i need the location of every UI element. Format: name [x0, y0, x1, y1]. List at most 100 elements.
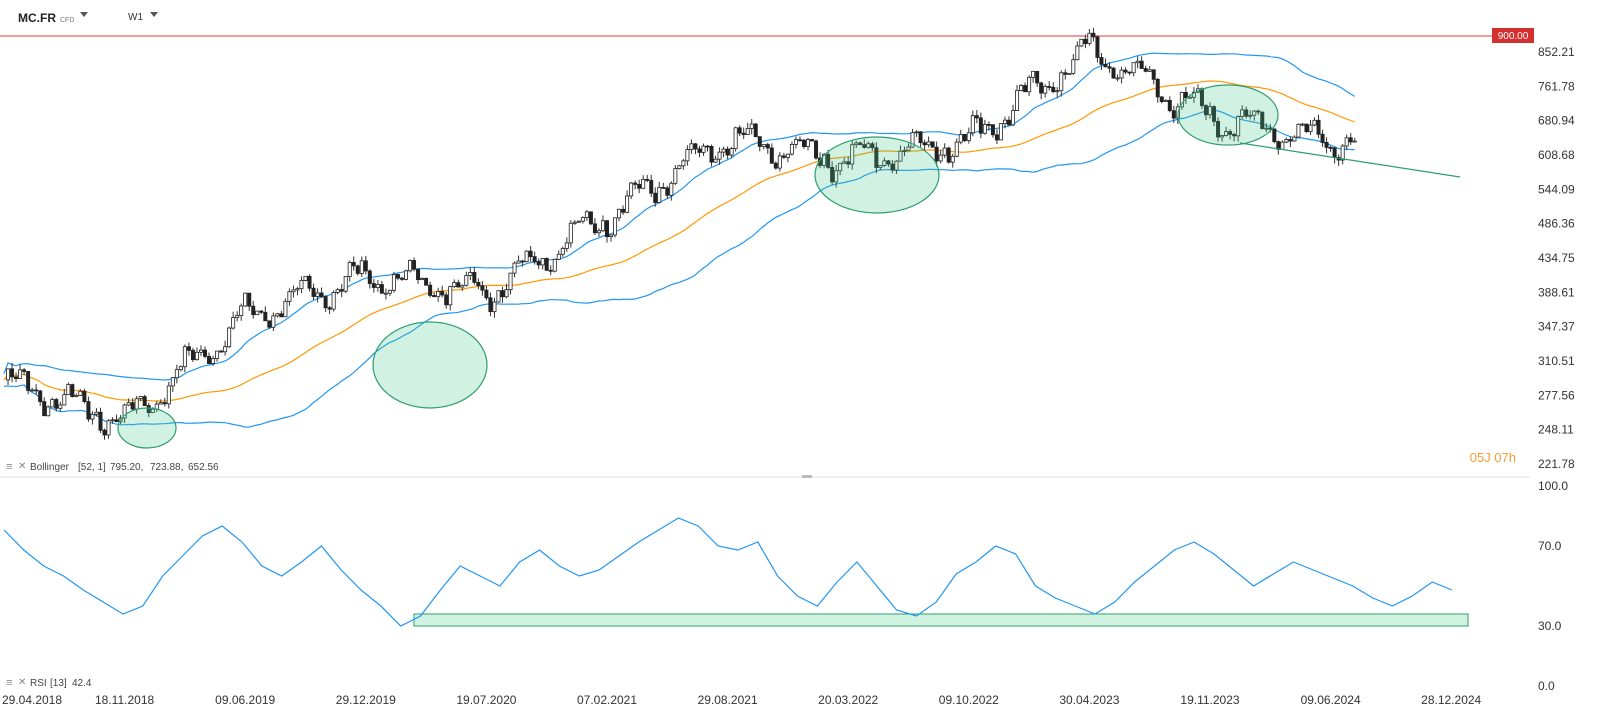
candle-body	[142, 396, 147, 406]
symbol-selector[interactable]: MC.FR CFD	[18, 11, 74, 25]
candle-body	[6, 368, 11, 381]
bollinger-upper-band	[3, 52, 1356, 381]
symbol-dropdown-icon[interactable]	[80, 12, 88, 17]
price-tick-label: 277.56	[1538, 388, 1575, 402]
candle-body	[806, 139, 811, 148]
candle-body	[130, 402, 135, 410]
candle-body	[1103, 63, 1108, 68]
timeframe-dropdown-icon[interactable]	[150, 12, 158, 17]
indicator-close-icon[interactable]: ✕	[18, 461, 26, 472]
candle-body	[10, 368, 15, 378]
candle-body	[741, 132, 746, 135]
candle-body	[323, 296, 328, 309]
candle-body	[22, 369, 27, 372]
candle-body	[1344, 137, 1349, 147]
candle-body	[560, 248, 565, 255]
candle-body	[440, 291, 445, 296]
candle-body	[1143, 68, 1148, 72]
candle-body	[536, 261, 541, 266]
bollinger-upper-value: 795.20,	[110, 462, 143, 473]
candle-body	[870, 143, 875, 149]
candle-body	[363, 260, 368, 272]
candle-body	[1340, 145, 1345, 161]
candle-body	[34, 389, 39, 392]
candle-body	[854, 142, 859, 146]
price-tick-label: 761.78	[1538, 79, 1575, 93]
candle-body	[452, 282, 457, 288]
highlight-ellipse[interactable]	[372, 321, 488, 409]
rsi-menu-icon[interactable]: ≡	[6, 677, 12, 689]
candle-body	[605, 220, 610, 238]
candle-body	[307, 275, 312, 289]
date-tick-label: 29.08.2021	[698, 693, 758, 707]
candle-body	[1292, 136, 1297, 142]
candle-body	[874, 147, 879, 168]
candle-body	[476, 281, 481, 287]
candle-body	[339, 289, 344, 292]
candle-body	[1296, 123, 1301, 138]
candle-body	[1039, 82, 1044, 94]
price-tick-label: 347.37	[1538, 320, 1575, 334]
highlight-ellipse[interactable]	[814, 136, 940, 214]
candle-body	[90, 413, 95, 420]
candle-body	[693, 143, 698, 150]
date-tick-label: 07.02.2021	[577, 693, 637, 707]
highlight-ellipse[interactable]	[117, 407, 177, 449]
trendline[interactable]	[1239, 142, 1461, 178]
candle-body	[182, 346, 187, 368]
candle-body	[335, 289, 340, 293]
candle-body	[934, 146, 939, 162]
indicator-menu-icon[interactable]: ≡	[6, 461, 12, 473]
bollinger-name: Bollinger	[30, 462, 70, 473]
candle-body	[1002, 119, 1007, 125]
candle-body	[898, 150, 903, 162]
candle-body	[395, 274, 400, 279]
rsi-tick-label: 70.0	[1538, 539, 1562, 553]
chart-toolbar: MC.FR CFD W1	[0, 0, 1600, 34]
candle-body	[544, 258, 549, 271]
candle-body	[769, 147, 774, 164]
candle-body	[174, 369, 179, 379]
pane-resize-handle[interactable]	[802, 475, 812, 478]
candle-body	[379, 284, 384, 294]
candle-body	[1179, 92, 1184, 108]
rsi-current-value: 42.4	[72, 678, 92, 689]
candle-body	[717, 151, 722, 160]
candle-body	[1063, 72, 1068, 75]
candle-body	[432, 295, 437, 298]
candle-body	[1248, 114, 1253, 117]
candle-body	[998, 123, 1003, 141]
rsi-close-icon[interactable]: ✕	[18, 677, 26, 688]
candle-body	[1107, 66, 1112, 69]
candle-body	[733, 127, 738, 149]
candle-body	[914, 131, 919, 134]
candle-body	[74, 394, 79, 398]
candle-body	[375, 284, 380, 288]
candle-body	[359, 260, 364, 274]
candle-body	[1123, 69, 1128, 73]
candle-body	[657, 187, 662, 203]
candle-body	[532, 256, 537, 263]
candle-body	[729, 148, 734, 156]
candle-body	[231, 317, 236, 329]
candle-body	[520, 260, 525, 263]
bollinger-lower-band	[3, 109, 1355, 428]
candle-body	[745, 128, 750, 135]
candle-body	[978, 117, 983, 134]
candle-body	[1348, 137, 1353, 143]
candle-body	[834, 170, 839, 183]
price-tick-label: 544.09	[1538, 182, 1575, 196]
candle-body	[1019, 85, 1024, 91]
candle-body	[488, 297, 493, 313]
candle-body	[271, 315, 276, 328]
timeframe-selector[interactable]: W1	[128, 12, 143, 23]
candle-body	[267, 320, 272, 328]
candle-body	[496, 290, 501, 303]
candle-body	[609, 234, 614, 238]
candle-body	[484, 289, 489, 299]
candle-body	[982, 124, 987, 134]
rsi-support-zone[interactable]	[413, 613, 1469, 627]
date-tick-label: 18.11.2018	[95, 693, 154, 707]
highlight-ellipse[interactable]	[1177, 84, 1279, 146]
